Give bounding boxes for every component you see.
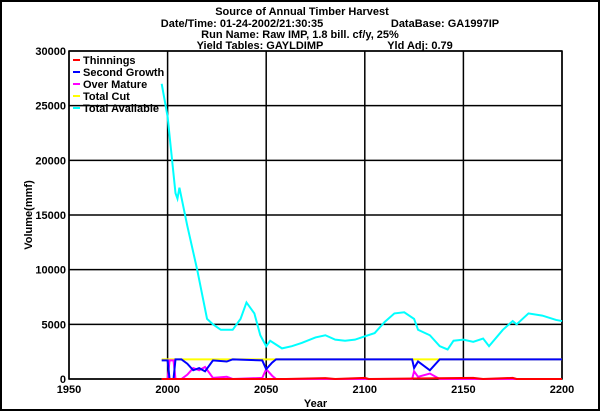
run-name-label: Run Name: Raw IMP, 1.8 bill. cf/y, 25%	[201, 29, 399, 41]
yield-adj-label: Yld Adj: 0.79	[387, 40, 453, 52]
database-label: DataBase: GA1997IP	[390, 18, 500, 30]
datetime-label: Date/Time: 01-24-2002/21:30:35	[160, 18, 324, 30]
x-tick-label: 2050	[254, 384, 278, 396]
chart-title: Source of Annual Timber Harvest	[215, 6, 389, 18]
legend-label: Over Mature	[83, 79, 147, 91]
x-tick-label: 2150	[451, 384, 475, 396]
series-line-thinnings	[161, 376, 562, 381]
legend-label: Total Cut	[83, 91, 130, 103]
legend-label: Thinnings	[83, 55, 136, 67]
x-tick-label: 2100	[353, 384, 377, 396]
series-line-second-growth	[161, 358, 562, 380]
legend-label: Second Growth	[83, 67, 165, 79]
y-tick-label: 30000	[35, 46, 66, 58]
x-tick-label: 2200	[550, 384, 574, 396]
series-line-total-available	[160, 83, 563, 351]
y-tick-label: 5000	[42, 319, 66, 331]
x-tick-label: 2000	[155, 384, 179, 396]
yield-tables-label: Yield Tables: GAYLDIMP	[196, 40, 324, 52]
legend-label: Total Available	[83, 103, 159, 115]
y-axis-label: Volume(mmf)	[23, 180, 35, 250]
y-tick-label: 0	[60, 374, 66, 386]
y-tick-label: 15000	[35, 210, 66, 222]
series-line-over-mature	[161, 359, 562, 381]
y-tick-label: 10000	[35, 265, 66, 277]
x-axis-label: Year	[304, 398, 328, 410]
y-tick-label: 20000	[35, 155, 66, 167]
y-tick-label: 25000	[35, 101, 66, 113]
x-tick-label: 1950	[57, 384, 81, 396]
